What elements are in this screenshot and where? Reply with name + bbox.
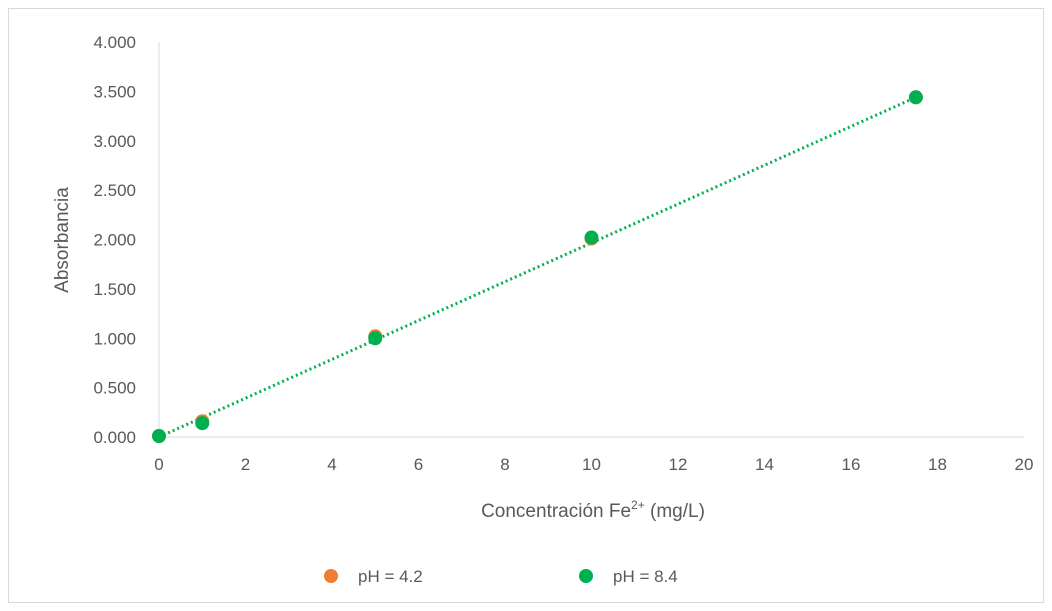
x-tick-label: 8 xyxy=(500,455,509,474)
y-tick-label: 0.500 xyxy=(93,379,136,398)
y-axis-tick-labels: 0.000 0.500 1.000 1.500 2.000 2.500 3.000 3.500… xyxy=(93,33,136,447)
x-tick-label: 2 xyxy=(241,455,250,474)
x-axis-title-main: Concentración Fe xyxy=(481,501,631,522)
x-tick-label: 14 xyxy=(755,455,774,474)
x-axis-tick-labels: 0 2 4 6 8 10 12 14 16 18 20 xyxy=(154,455,1033,474)
x-axis-title-superscript: 2+ xyxy=(631,498,645,512)
legend-label: pH = 4.2 xyxy=(358,567,423,586)
x-tick-label: 4 xyxy=(327,455,336,474)
y-tick-label: 0.000 xyxy=(93,428,136,447)
data-point-series-2 xyxy=(152,429,166,444)
legend-item: pH = 4.2 xyxy=(324,567,423,586)
data-point-series-2 xyxy=(584,230,599,245)
data-point-series-2 xyxy=(908,90,923,105)
data-point-series-2 xyxy=(368,331,383,346)
x-tick-label: 16 xyxy=(842,455,861,474)
y-tick-label: 4.000 xyxy=(93,33,136,52)
x-tick-label: 18 xyxy=(928,455,947,474)
data-point-series-2 xyxy=(195,416,210,431)
chart-frame xyxy=(8,8,1044,603)
y-tick-label: 2.500 xyxy=(93,181,136,200)
legend-marker xyxy=(324,569,338,583)
trendline-line xyxy=(158,95,917,439)
x-tick-label: 10 xyxy=(582,455,601,474)
x-axis-title-units: (mg/L) xyxy=(645,501,705,522)
y-tick-label: 3.000 xyxy=(93,132,136,151)
x-tick-label: 12 xyxy=(669,455,688,474)
legend-label: pH = 8.4 xyxy=(613,567,678,586)
legend: pH = 4.2 pH = 8.4 xyxy=(324,567,678,586)
y-tick-label: 2.000 xyxy=(93,231,136,250)
data-points xyxy=(152,90,923,444)
x-tick-label: 20 xyxy=(1015,455,1034,474)
y-tick-label: 3.500 xyxy=(93,82,136,101)
x-tick-label: 0 xyxy=(154,455,163,474)
legend-item: pH = 8.4 xyxy=(579,567,678,586)
y-tick-label: 1.000 xyxy=(93,329,136,348)
legend-marker xyxy=(579,569,593,583)
x-tick-label: 6 xyxy=(414,455,423,474)
y-axis-title: Absorbancia xyxy=(52,187,73,293)
y-tick-label: 1.500 xyxy=(93,280,136,299)
trendline xyxy=(158,95,917,439)
x-axis-title: Concentración Fe2+ (mg/L) xyxy=(481,498,705,522)
